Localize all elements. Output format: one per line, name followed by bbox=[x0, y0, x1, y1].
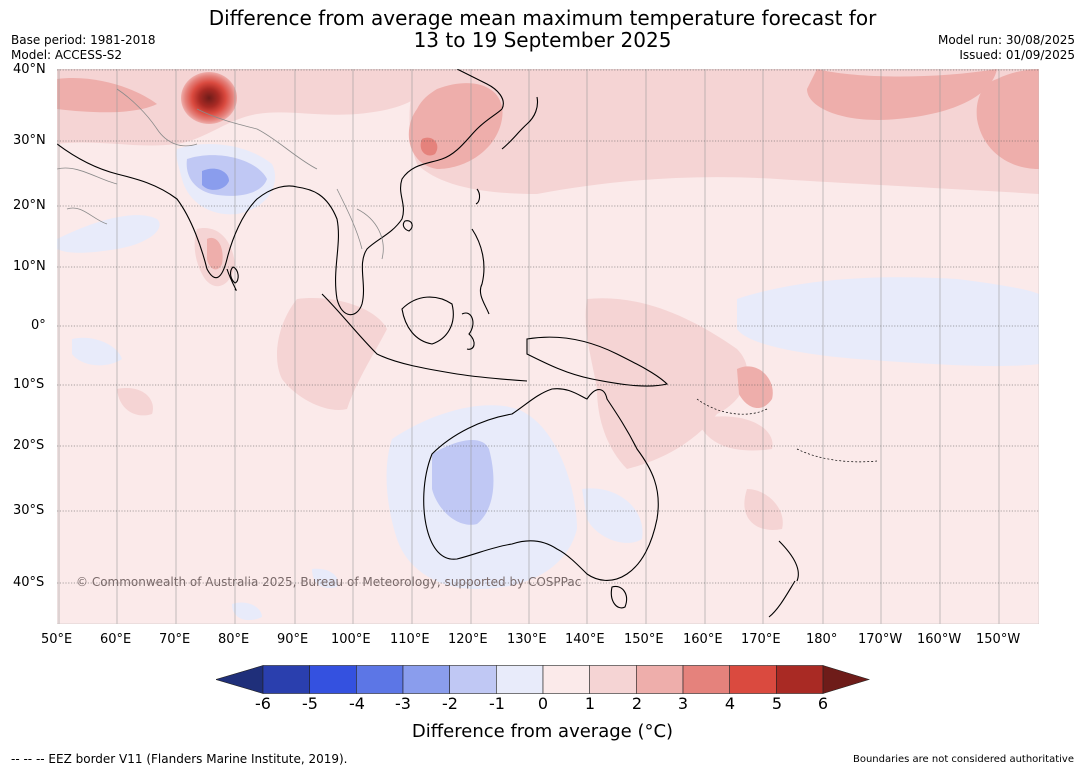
lon-label: 80°E bbox=[218, 632, 250, 647]
chart-title-line2: 13 to 19 September 2025 bbox=[413, 28, 672, 52]
copyright-text: © Commonwealth of Australia 2025, Bureau… bbox=[76, 575, 581, 589]
colorbar-extend-high bbox=[822, 665, 870, 694]
lon-label: 160°E bbox=[683, 632, 723, 647]
colorbar-bin bbox=[262, 665, 310, 694]
lat-label: 40°N bbox=[13, 62, 46, 77]
lon-label: 100°E bbox=[331, 632, 371, 647]
colorbar-tick: 1 bbox=[584, 694, 596, 713]
lon-label: 150°E bbox=[624, 632, 664, 647]
lon-label: 150°W bbox=[976, 632, 1021, 647]
lon-label: 110°E bbox=[390, 632, 430, 647]
colorbar-tick: 6 bbox=[817, 694, 829, 713]
forecast-map: © Commonwealth of Australia 2025, Bureau… bbox=[57, 69, 1039, 624]
eez-legend-text: -- -- -- EEZ border V11 (Flanders Marine… bbox=[11, 752, 348, 766]
lat-label: 30°N bbox=[13, 133, 46, 148]
lon-label: 70°E bbox=[159, 632, 191, 647]
colorbar-extend-low bbox=[216, 665, 264, 694]
colorbar-tick: -1 bbox=[489, 694, 505, 713]
colorbar-tick: -3 bbox=[395, 694, 411, 713]
lat-label: 10°S bbox=[13, 377, 45, 392]
colorbar-bin bbox=[589, 665, 637, 694]
colorbar-tick: 3 bbox=[677, 694, 689, 713]
lon-label: 170°W bbox=[858, 632, 903, 647]
colorbar-bin bbox=[309, 665, 357, 694]
model-run-label: Model run: 30/08/2025 bbox=[937, 33, 1075, 47]
warm-anomaly-regions bbox=[57, 69, 1039, 530]
colorbar-tick: 5 bbox=[771, 694, 783, 713]
lon-label: 130°E bbox=[507, 632, 547, 647]
colorbar-tick: -5 bbox=[302, 694, 318, 713]
lon-label: 120°E bbox=[448, 632, 488, 647]
longitude-gridlines bbox=[58, 69, 1000, 624]
model-label: Model: ACCESS-S2 bbox=[11, 48, 123, 62]
lon-label: 160°W bbox=[917, 632, 962, 647]
boundaries-disclaimer: Boundaries are not considered authoritat… bbox=[852, 754, 1074, 765]
lon-label: 170°E bbox=[741, 632, 781, 647]
latitude-gridlines bbox=[57, 69, 1039, 584]
colorbar-tick: -6 bbox=[255, 694, 271, 713]
lon-label: 140°E bbox=[565, 632, 605, 647]
chart-title-line1: Difference from average mean maximum tem… bbox=[208, 6, 877, 30]
coastlines bbox=[57, 69, 799, 618]
colorbar-bin bbox=[356, 665, 404, 694]
country-borders bbox=[57, 88, 384, 260]
colorbar-label: Difference from average (°C) bbox=[411, 721, 674, 742]
colorbar-tick: 2 bbox=[631, 694, 643, 713]
colorbar-bin bbox=[449, 665, 497, 694]
colorbar-bin bbox=[636, 665, 684, 694]
colorbar-tick: 4 bbox=[724, 694, 736, 713]
issued-label: Issued: 01/09/2025 bbox=[959, 48, 1075, 62]
lon-label: 60°E bbox=[100, 632, 132, 647]
eez-borders bbox=[696, 398, 878, 463]
lat-label: 10°N bbox=[13, 259, 46, 274]
lat-label: 20°N bbox=[13, 198, 46, 213]
colorbar-bin bbox=[496, 665, 544, 694]
lat-label: 30°S bbox=[13, 503, 45, 518]
lon-label: 180° bbox=[806, 632, 838, 647]
colorbar-bin bbox=[402, 665, 450, 694]
lon-label: 90°E bbox=[277, 632, 309, 647]
lat-label: 20°S bbox=[13, 438, 45, 453]
colorbar-bin bbox=[776, 665, 824, 694]
colorbar-tick: -2 bbox=[442, 694, 458, 713]
colorbar-tick: -4 bbox=[349, 694, 365, 713]
colorbar-bin bbox=[682, 665, 730, 694]
colorbar-bin bbox=[542, 665, 590, 694]
colorbar-segments bbox=[216, 665, 870, 694]
base-period-label: Base period: 1981-2018 bbox=[11, 33, 156, 47]
colorbar-bin bbox=[729, 665, 777, 694]
lat-label: 0° bbox=[31, 318, 46, 333]
colorbar-tick: 0 bbox=[537, 694, 549, 713]
lon-label: 50°E bbox=[41, 632, 73, 647]
colorbar bbox=[216, 665, 870, 694]
lat-label: 40°S bbox=[13, 575, 45, 590]
